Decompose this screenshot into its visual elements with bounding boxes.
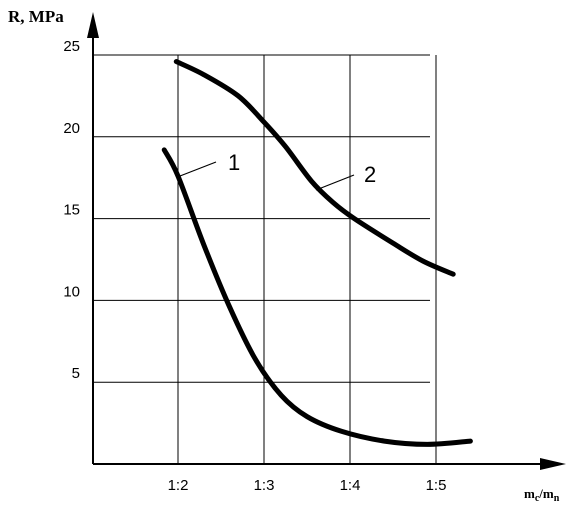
x-axis-label-sep: /m [538,486,554,501]
y-tick-label: 25 [63,38,80,55]
x-axis-label-sub1: c [535,493,540,501]
axes [87,12,566,470]
series-line-1 [161,147,473,447]
annotation-label-2: 2 [364,162,376,187]
series-group [161,59,473,447]
y-axis-arrow [87,12,99,38]
x-axis-label-main: m [524,486,535,501]
series-line-2 [173,59,456,277]
x-tick-label: 1:3 [254,477,275,494]
annotation-leader-2 [315,174,355,191]
y-tick-label: 20 [63,120,80,137]
grid [93,54,437,464]
x-axis-label-sub2: n [554,493,560,501]
x-tick-label: 1:5 [426,477,447,494]
tick-labels: 5 10 15 20 25 1:2 1:3 1:4 1:5 [63,38,446,494]
annotation-label-1: 1 [228,150,240,175]
x-axis-arrow [540,458,566,470]
y-tick-label: 15 [63,202,80,219]
x-tick-label: 1:4 [340,477,361,494]
y-axis-label: R, MPa [8,7,64,26]
x-tick-label: 1:2 [168,477,189,494]
x-axis-label: mc/mn [524,486,560,501]
annotation-leader-1 [179,161,217,177]
y-tick-label: 5 [72,365,80,382]
y-tick-label: 10 [63,283,80,300]
